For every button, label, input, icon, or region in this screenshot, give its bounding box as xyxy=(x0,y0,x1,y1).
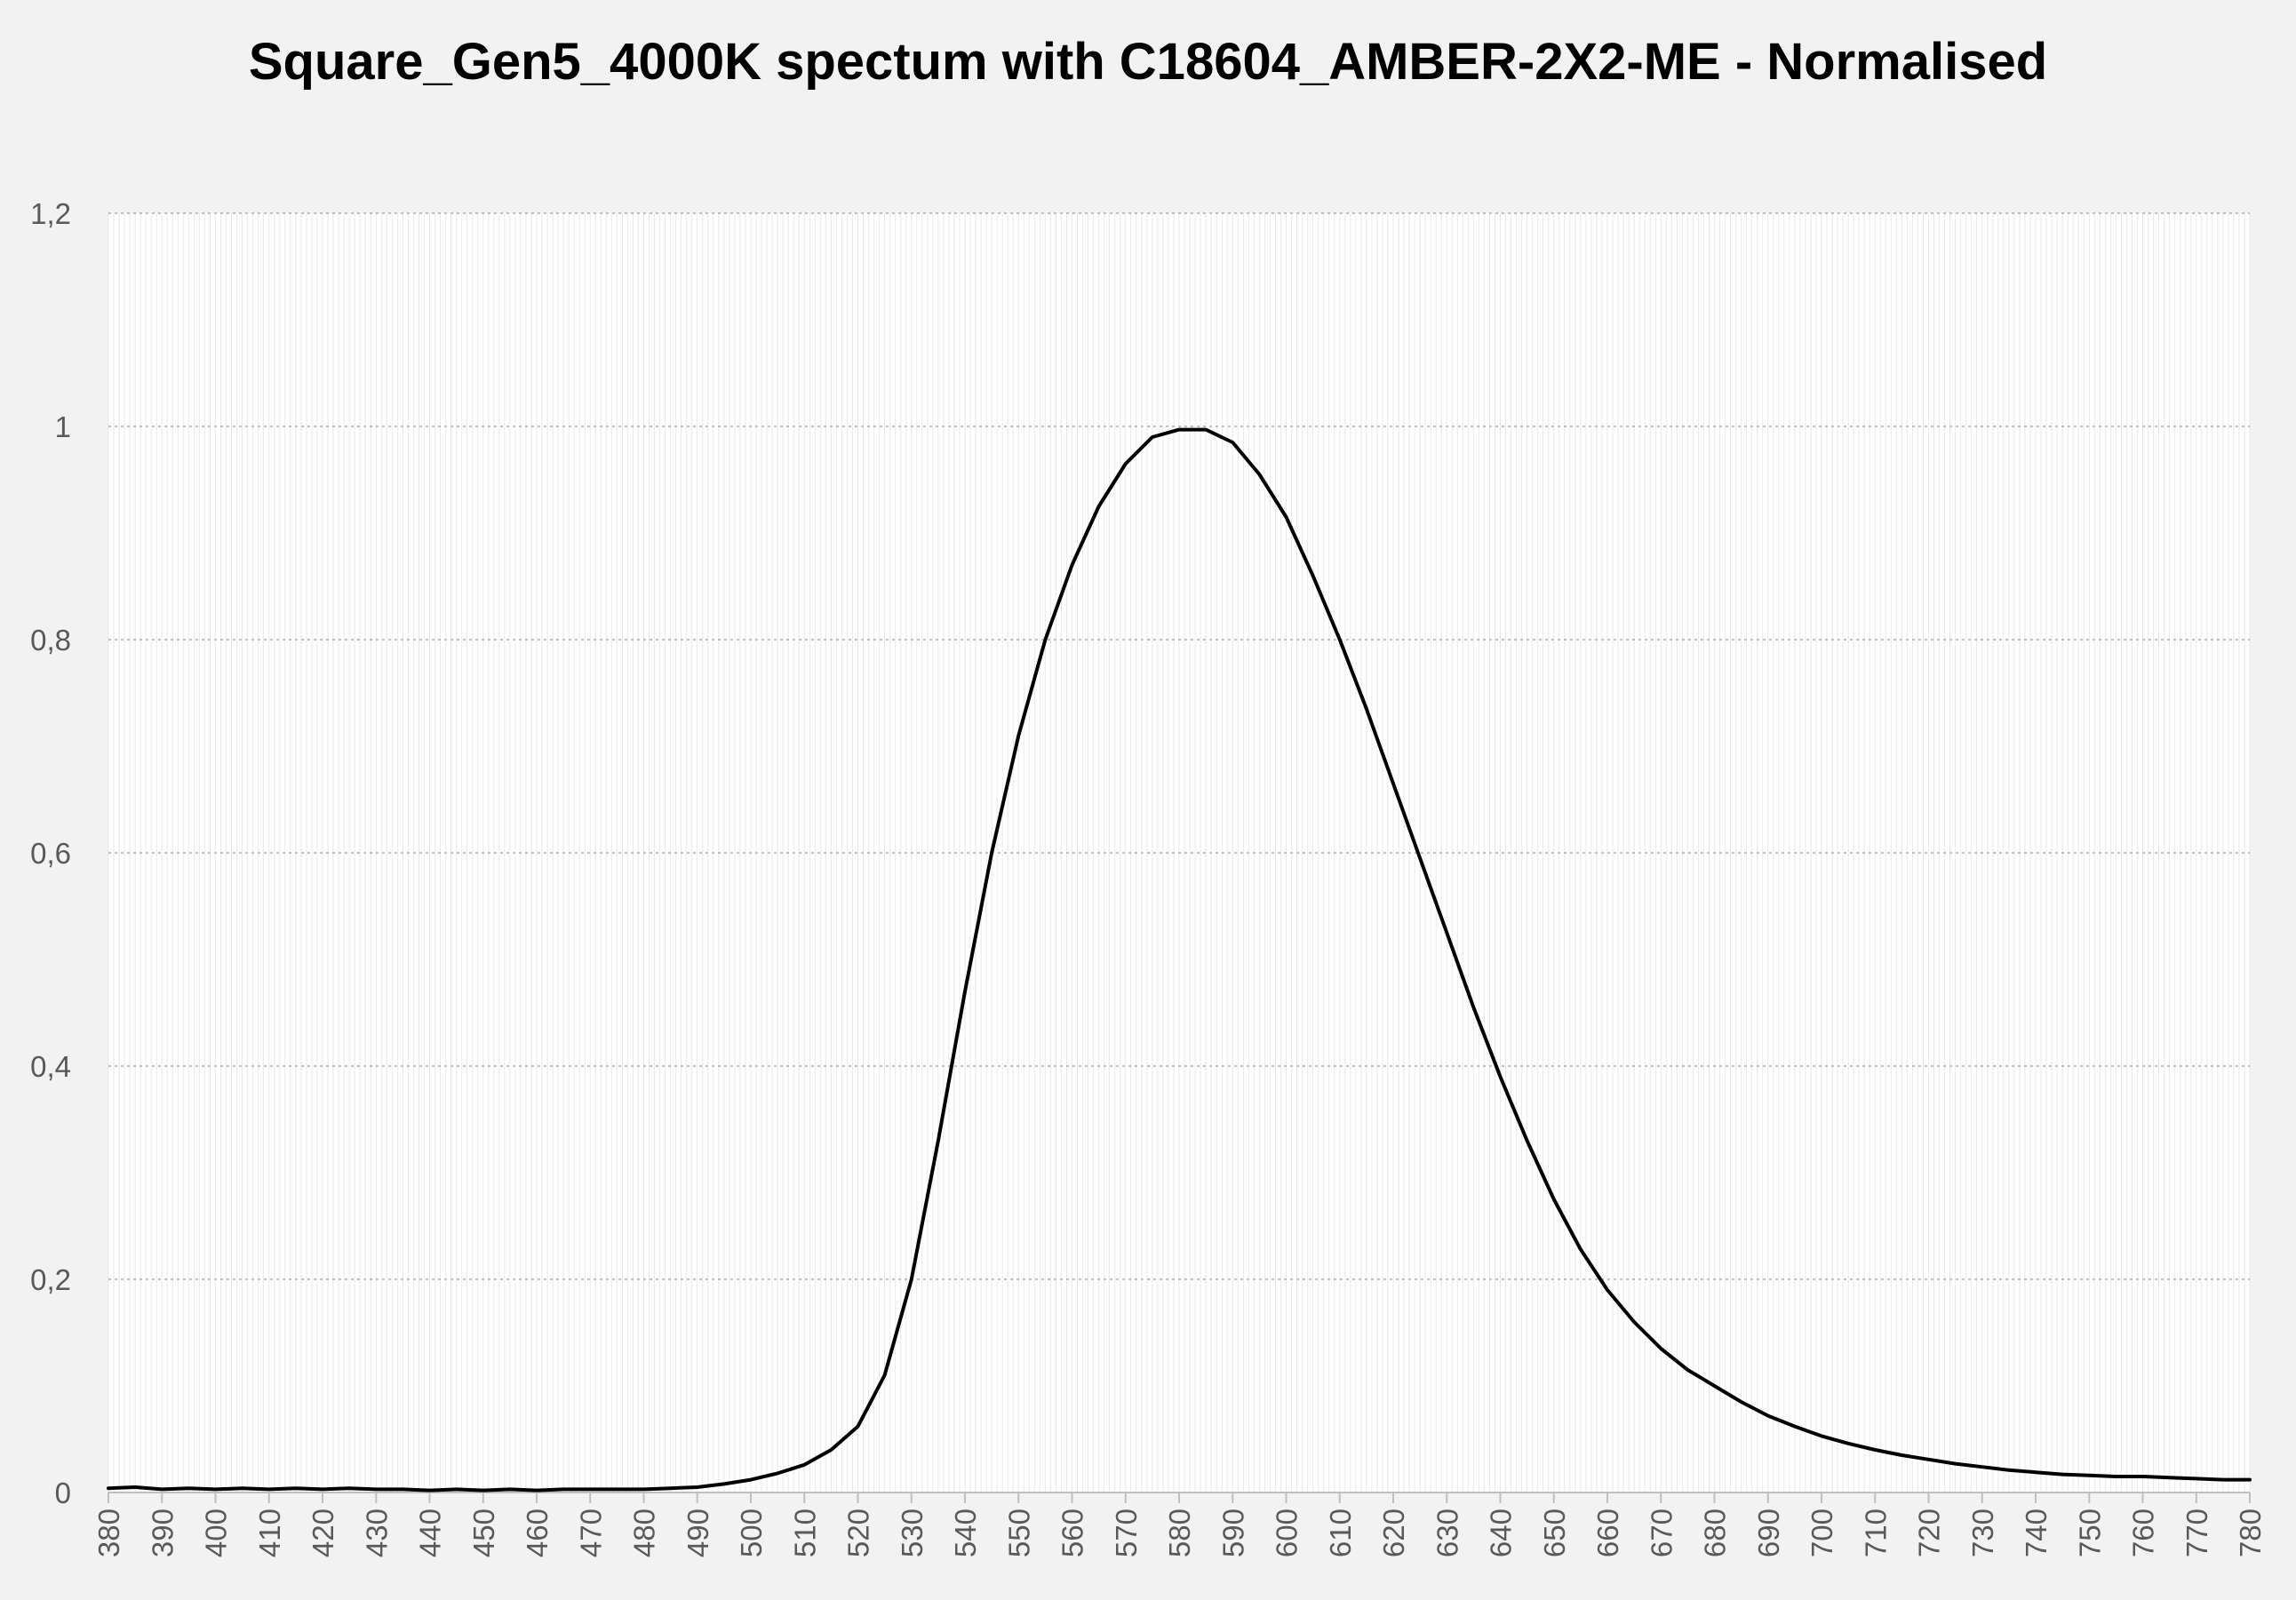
x-tick-label: 730 xyxy=(1966,1508,1999,1557)
x-tick-label: 520 xyxy=(842,1508,875,1557)
x-tick-label: 390 xyxy=(146,1508,179,1557)
series-line xyxy=(107,427,2252,1493)
x-tick-label: 670 xyxy=(1645,1508,1678,1557)
x-tick-label: 780 xyxy=(2234,1508,2267,1557)
x-tick-label: 560 xyxy=(1056,1508,1089,1557)
x-tick-label: 380 xyxy=(92,1508,125,1557)
x-tick-label: 530 xyxy=(896,1508,929,1557)
y-tick-label: 0,4 xyxy=(30,1050,71,1083)
x-tick-label: 640 xyxy=(1485,1508,1518,1557)
x-tick-label: 740 xyxy=(2020,1508,2053,1557)
x-tick-label: 570 xyxy=(1110,1508,1143,1557)
x-tick-label: 540 xyxy=(949,1508,982,1557)
x-tick-label: 620 xyxy=(1377,1508,1410,1557)
x-tick-label: 710 xyxy=(1859,1508,1892,1557)
x-tick-label: 770 xyxy=(2180,1508,2213,1557)
y-tick-label: 0 xyxy=(55,1477,71,1509)
x-tick-label: 510 xyxy=(788,1508,821,1557)
x-tick-label: 420 xyxy=(307,1508,339,1557)
x-tick-label: 430 xyxy=(360,1508,393,1557)
x-ticks xyxy=(108,1493,2251,1503)
x-tick-label: 550 xyxy=(1002,1508,1035,1557)
x-tick-label: 400 xyxy=(200,1508,233,1557)
y-tick-label: 0,2 xyxy=(30,1263,71,1296)
x-tick-label: 490 xyxy=(682,1508,714,1557)
x-tick-label: 760 xyxy=(2127,1508,2160,1557)
x-tick-label: 700 xyxy=(1806,1508,1838,1557)
y-tick-label: 1 xyxy=(55,410,71,443)
x-tick-label: 720 xyxy=(1913,1508,1946,1557)
x-tick-label: 580 xyxy=(1163,1508,1196,1557)
x-tick-label: 450 xyxy=(467,1508,500,1557)
y-tick-label: 0,6 xyxy=(30,837,71,870)
x-tick-label: 600 xyxy=(1271,1508,1303,1557)
x-tick-label: 460 xyxy=(521,1508,554,1557)
x-tick-label: 630 xyxy=(1431,1508,1463,1557)
x-tick-label: 440 xyxy=(414,1508,447,1557)
chart-title: Square_Gen5_4000K spectum with C18604_AM… xyxy=(248,33,2048,91)
x-tick-label: 750 xyxy=(2073,1508,2106,1557)
x-tick-label: 410 xyxy=(253,1508,286,1557)
x-tick-label: 660 xyxy=(1591,1508,1624,1557)
y-tick-label: 1,2 xyxy=(30,197,71,230)
x-tick-label: 690 xyxy=(1752,1508,1785,1557)
x-tick-label: 680 xyxy=(1699,1508,1732,1557)
x-tick-label: 480 xyxy=(628,1508,661,1557)
x-tick-label: 500 xyxy=(735,1508,768,1557)
major-grid xyxy=(108,212,2250,1280)
x-tick-label: 590 xyxy=(1216,1508,1249,1557)
x-tick-label: 650 xyxy=(1538,1508,1571,1557)
x-tick-label: 470 xyxy=(574,1508,607,1557)
y-tick-labels: 0 0,2 0,4 0,6 0,8 1 1,2 xyxy=(30,197,71,1509)
y-tick-label: 0,8 xyxy=(30,624,71,657)
x-tick-label: 610 xyxy=(1324,1508,1357,1557)
x-tick-labels: 380 390 400 410 420 430 440 450 460 470 480 490 500 5… xyxy=(92,1508,2267,1557)
